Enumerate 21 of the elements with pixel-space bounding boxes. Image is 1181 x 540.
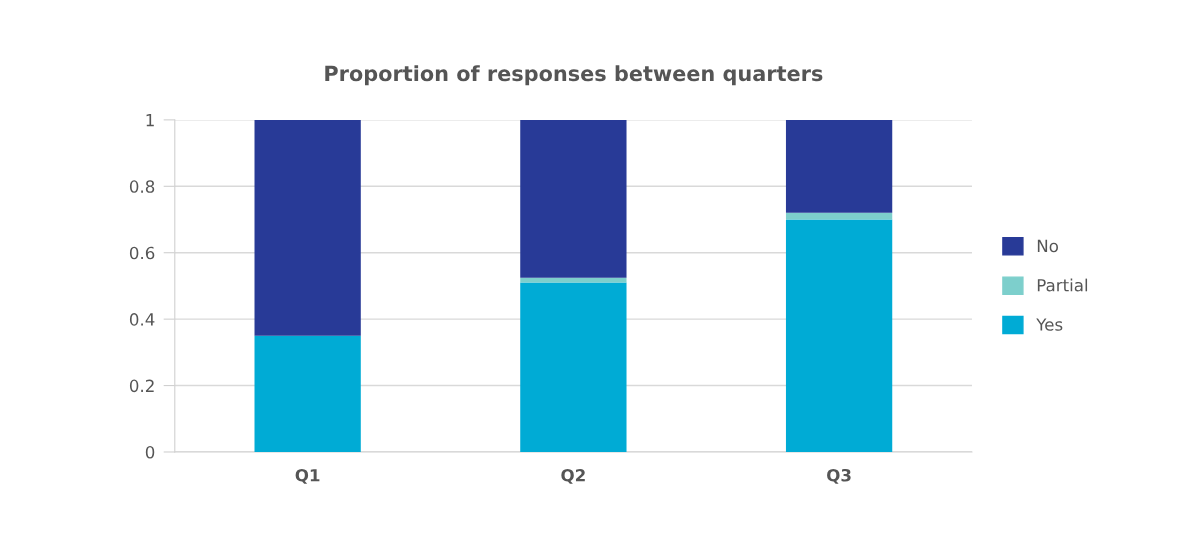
bar [520,119,627,278]
x-tick-label: Q3 [827,468,851,484]
y-tick-label: 0.4 [129,313,155,326]
legend-label: Yes [1036,318,1063,331]
bar [520,282,627,452]
bar [785,119,893,213]
legend-label: Partial [1037,278,1088,292]
bar [254,335,361,452]
y-tick-label: 0 [145,445,155,459]
x-tick-label: Q2 [561,468,585,484]
bar [254,119,361,336]
bar [520,277,627,283]
y-tick-label: 0.6 [129,246,155,260]
legend-label: No [1037,239,1058,253]
bar [785,212,893,220]
bar [785,219,893,452]
y-tick-label: 1 [146,114,154,127]
y-tick-label: 0.8 [129,180,155,193]
x-tick-label: Q1 [295,468,320,484]
chart-title: Proportion of responses between quarters [325,65,823,86]
y-tick-label: 0.2 [129,379,154,393]
